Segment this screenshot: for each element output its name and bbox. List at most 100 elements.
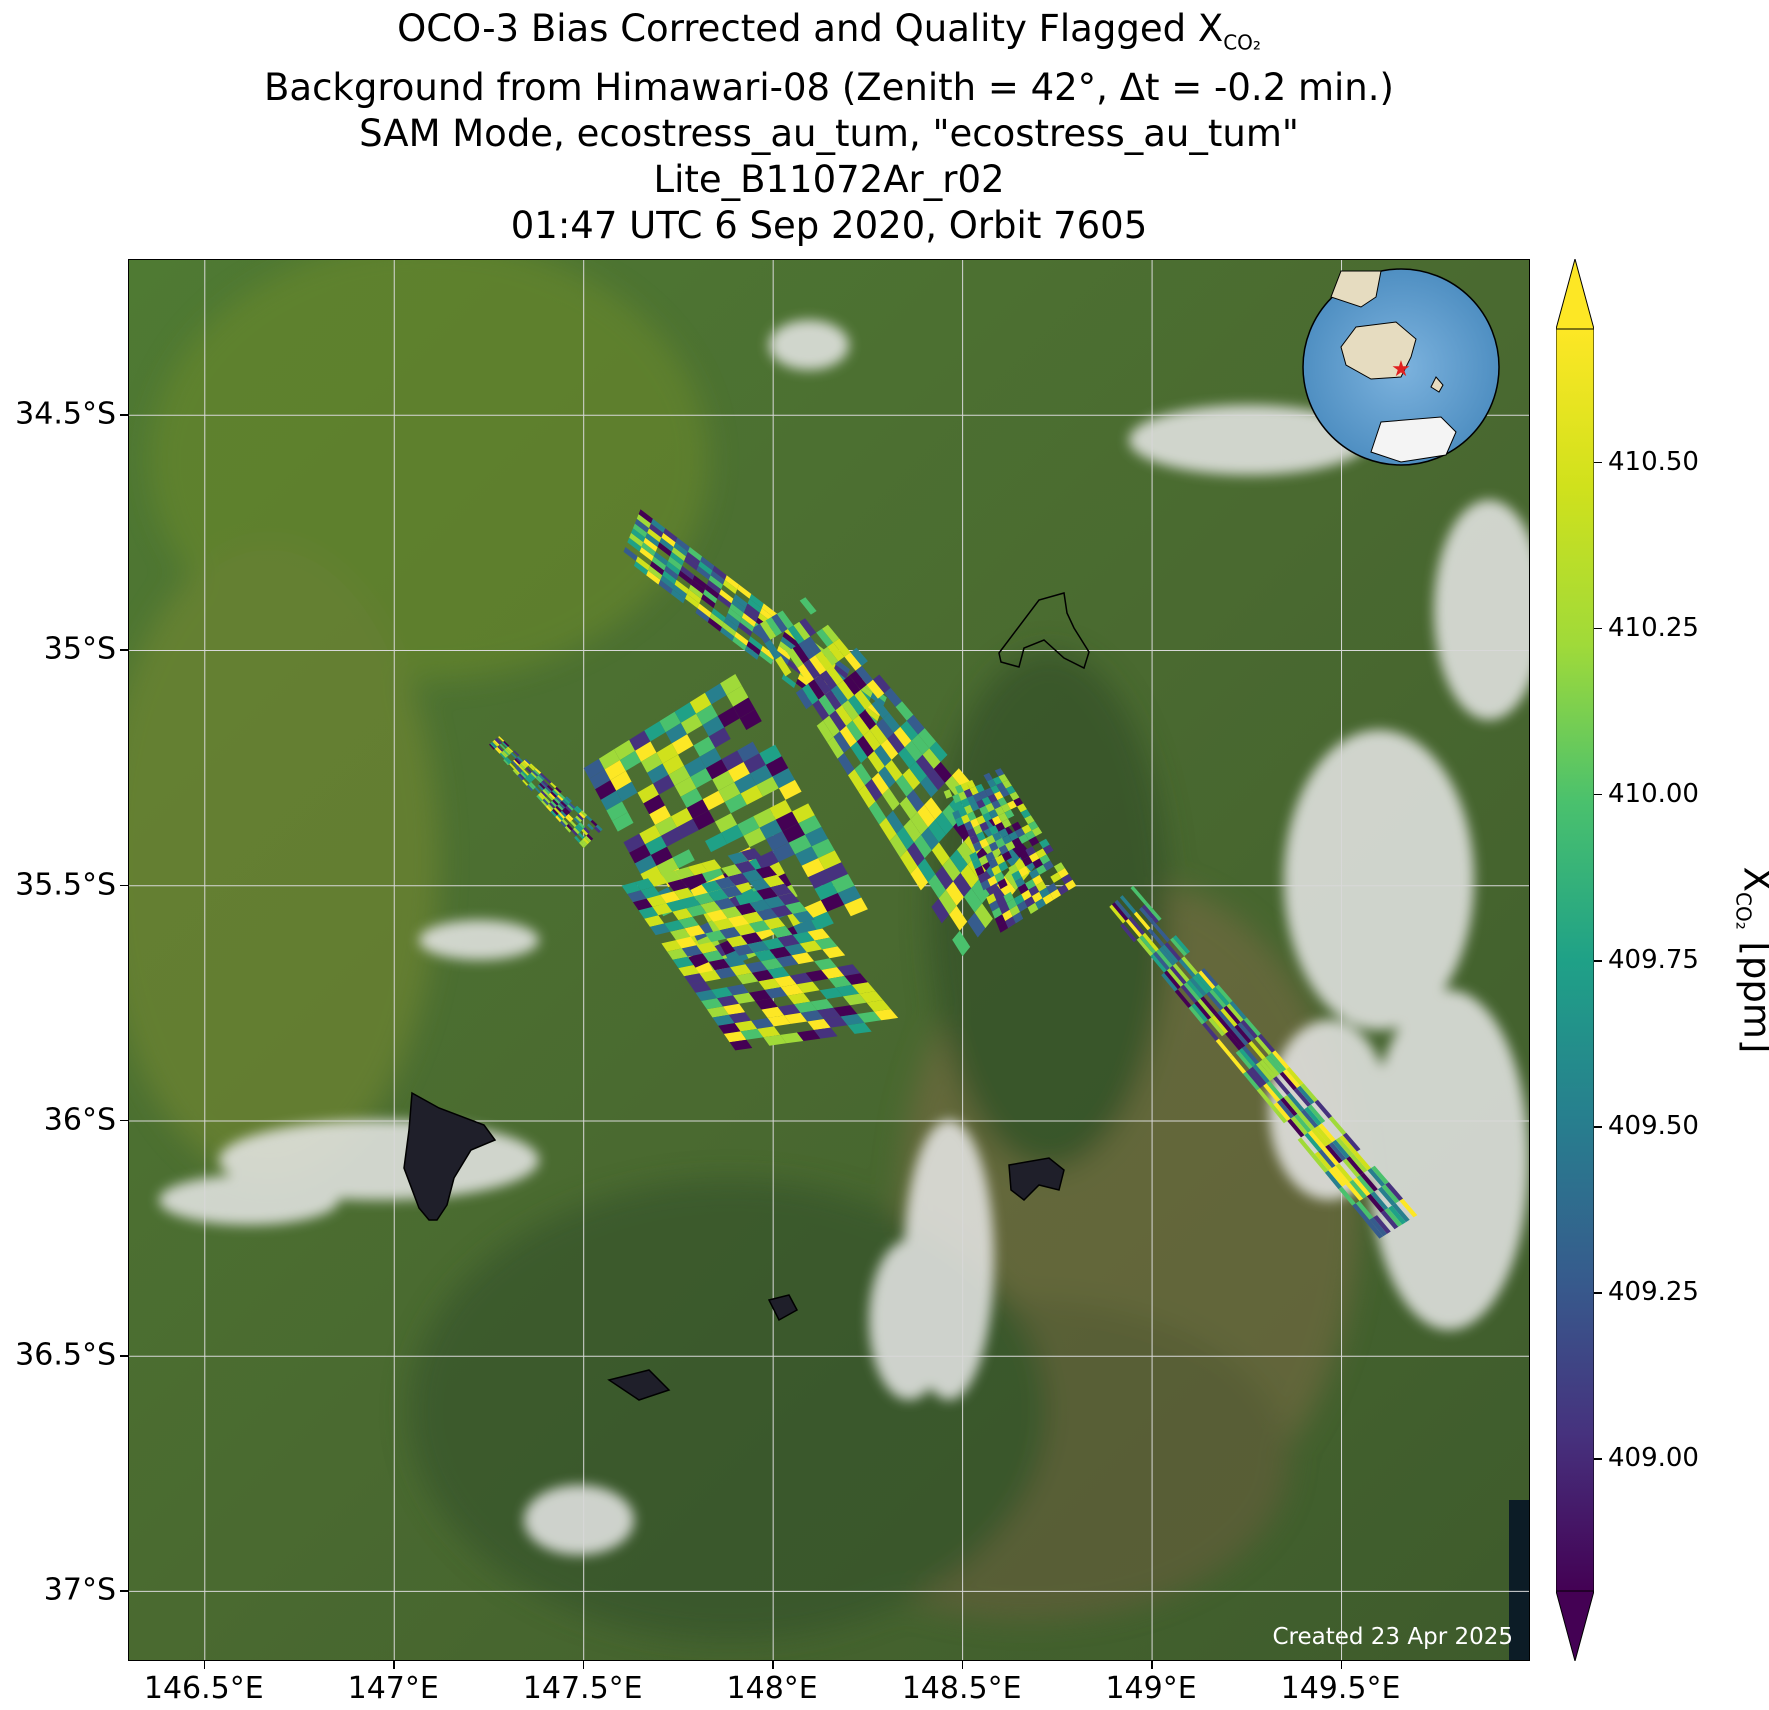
xco2-footprint — [544, 797, 551, 804]
x-tick — [772, 1661, 774, 1669]
xco2-footprint — [721, 885, 743, 898]
xco2-footprint — [728, 1012, 752, 1024]
xco2-footprint — [928, 819, 946, 843]
xco2-footprint — [529, 782, 536, 789]
xco2-footprint — [700, 901, 722, 914]
y-tick-label: 37°S — [43, 1572, 116, 1608]
xco2-footprint — [723, 579, 738, 594]
xco2-footprint — [763, 896, 786, 909]
xco2-footprint — [555, 796, 562, 803]
xco2-footprint — [574, 825, 582, 833]
xco2-footprint — [770, 926, 793, 938]
xco2-footprint — [1206, 991, 1224, 1011]
xco2-footprint — [699, 747, 722, 769]
xco2-footprint — [521, 761, 529, 768]
xco2-footprint — [718, 782, 741, 802]
xco2-footprint — [874, 744, 892, 767]
xco2-footprint — [889, 833, 908, 858]
xco2-footprint — [496, 746, 503, 753]
xco2-footprint — [663, 528, 678, 543]
xco2-footprint — [835, 705, 853, 726]
xco2-footprint — [1028, 885, 1040, 897]
xco2-footprint — [557, 813, 564, 821]
xco2-footprint — [774, 975, 797, 988]
xco2-footprint — [976, 831, 986, 842]
xco2-footprint — [539, 772, 547, 779]
xco2-footprint — [884, 759, 903, 782]
xco2-footprint — [737, 584, 752, 599]
lake-blowering — [403, 1091, 497, 1221]
xco2-footprint — [949, 796, 968, 819]
xco2-footprint — [987, 875, 998, 887]
xco2-footprint — [880, 738, 899, 760]
xco2-footprint — [1300, 1109, 1319, 1128]
xco2-footprint — [1237, 1022, 1255, 1041]
xco2-footprint — [504, 748, 511, 755]
chart-title: OCO-3 Bias Corrected and Quality Flagged… — [128, 6, 1530, 249]
xco2-footprint — [712, 770, 735, 791]
xco2-footprint — [957, 824, 967, 834]
xco2-footprint — [722, 622, 737, 637]
xco2-footprint — [863, 730, 881, 751]
xco2-footprint — [808, 869, 832, 889]
xco2-footprint — [705, 759, 728, 780]
xco2-footprint — [661, 940, 682, 952]
lake-outlines — [403, 592, 1090, 1401]
xco2-footprint — [558, 802, 566, 809]
xco2-footprint — [997, 921, 1009, 933]
xco2-footprint — [815, 651, 833, 671]
xco2-footprint — [584, 835, 592, 843]
xco2-footprint — [1005, 841, 1016, 851]
xco2-footprint — [826, 665, 844, 686]
xco2-footprint — [1304, 1106, 1322, 1126]
xco2-footprint — [565, 805, 572, 813]
map-panel[interactable]: ★ Created 23 Apr 2025 — [128, 259, 1530, 1661]
xco2-footprint — [789, 972, 813, 985]
xco2-footprint — [1314, 1151, 1332, 1171]
xco2-footprint — [701, 880, 722, 893]
xco2-footprint — [818, 694, 836, 716]
xco2-footprint — [734, 631, 749, 646]
xco2-footprint — [1265, 1055, 1283, 1074]
y-tick — [120, 649, 128, 651]
xco2-footprint — [1012, 912, 1024, 924]
xco2-footprint — [759, 620, 777, 640]
xco2-footprint — [680, 713, 703, 735]
xco2-footprint — [700, 556, 715, 571]
xco2-footprint — [702, 715, 725, 737]
xco2-footprint — [547, 803, 554, 811]
xco2-footprint — [782, 631, 797, 646]
xco2-footprint — [652, 903, 673, 916]
xco2-footprint — [514, 758, 521, 765]
xco2-footprint — [829, 710, 847, 732]
xco2-footprint — [1035, 848, 1047, 859]
xco2-footprint — [511, 760, 518, 767]
xco2-footprint — [648, 874, 668, 887]
xco2-footprint — [503, 740, 510, 747]
xco2-footprint — [852, 715, 870, 736]
xco2-footprint — [984, 787, 994, 797]
xco2-footprint — [1280, 1097, 1298, 1117]
xco2-footprint — [949, 849, 968, 873]
xco2-footprint — [757, 1026, 781, 1038]
xco2-footprint — [660, 575, 675, 590]
xco2-footprint — [636, 514, 651, 529]
xco2-footprint — [1214, 1012, 1232, 1032]
xco2-footprint — [1002, 779, 1012, 789]
xco2-footprint — [1273, 1102, 1291, 1121]
xco2-footprint — [674, 776, 697, 797]
xco2-footprint — [623, 833, 646, 853]
x-tick — [1340, 1661, 1343, 1669]
xco2-footprint — [1211, 1015, 1229, 1034]
xco2-footprint — [749, 594, 764, 609]
xco2-footprint — [756, 908, 779, 921]
xco2-footprint — [974, 903, 993, 929]
xco2-footprint — [550, 782, 557, 789]
xco2-footprint — [657, 542, 672, 557]
xco2-footprint — [672, 849, 695, 869]
xco2-footprint — [807, 928, 830, 941]
xco2-footprint — [627, 537, 642, 552]
xco2-footprint — [660, 891, 681, 904]
xco2-footprint — [662, 570, 677, 585]
xco2-footprint — [1194, 1001, 1212, 1020]
